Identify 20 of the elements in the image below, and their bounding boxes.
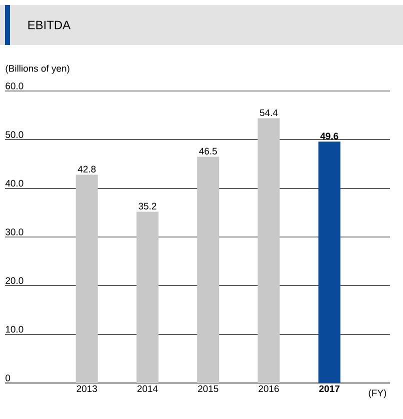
- data-label: 54.4: [260, 109, 278, 116]
- x-tick-label: 2016: [258, 385, 279, 392]
- data-label: 49.6: [320, 132, 338, 140]
- y-tick-label: 60.0: [6, 82, 24, 90]
- data-label: 35.2: [138, 202, 156, 210]
- chart-title: EBITDA: [28, 20, 71, 30]
- y-tick-label: 40.0: [5, 180, 24, 187]
- y-tick-label: 30.0: [6, 228, 24, 236]
- data-label: 46.5: [199, 148, 217, 155]
- x-tick-label: 2015: [198, 385, 218, 392]
- x-tick-label: 2017: [319, 385, 340, 392]
- y-tick-label: 20.0: [6, 277, 24, 284]
- x-axis-title: (FY): [368, 389, 386, 398]
- data-label: 42.8: [78, 166, 96, 173]
- x-tick-label: 2014: [137, 385, 158, 392]
- y-tick-label: 0: [6, 374, 10, 382]
- y-axis-title: (Billions of yen): [6, 64, 70, 74]
- x-tick-label: 2013: [76, 385, 97, 392]
- y-tick-label: 50.0: [6, 131, 24, 138]
- y-tick-label: 10.0: [6, 326, 24, 333]
